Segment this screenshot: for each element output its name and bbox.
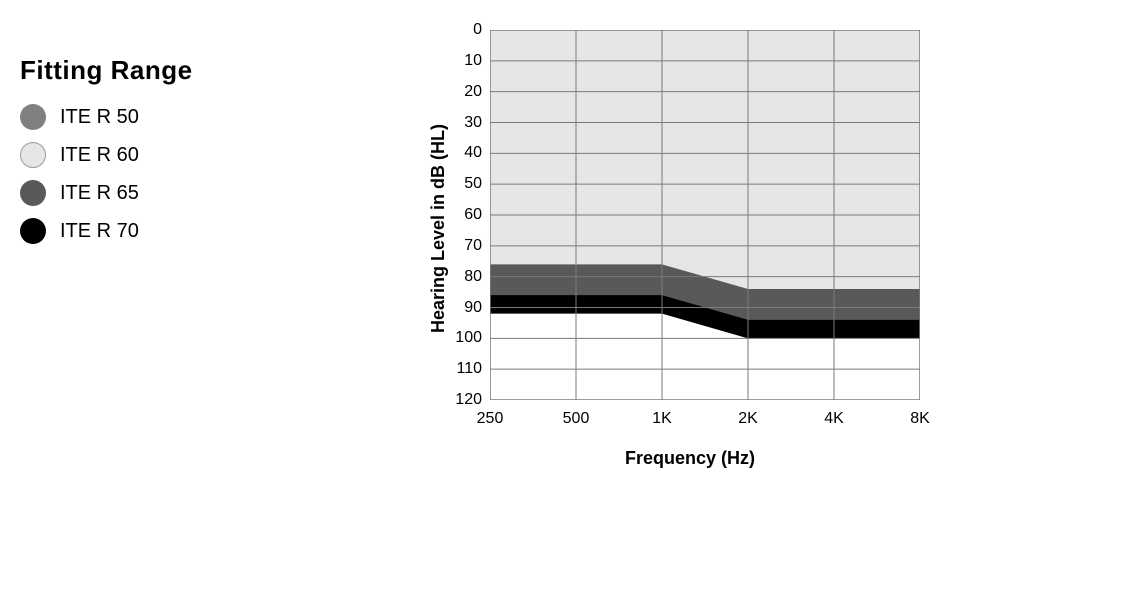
legend-item: ITE R 65 [20, 180, 193, 206]
y-tick-label: 90 [420, 299, 482, 317]
y-tick-label: 50 [420, 175, 482, 193]
x-tick-label: 4K [804, 410, 864, 428]
legend-items: ITE R 50 ITE R 60 ITE R 65 ITE R 70 [20, 104, 193, 244]
legend-swatch-icon [20, 180, 46, 206]
x-tick-label: 2K [718, 410, 778, 428]
y-tick-label: 20 [420, 83, 482, 101]
y-tick-label: 80 [420, 268, 482, 286]
y-tick-label: 10 [420, 52, 482, 70]
legend-item: ITE R 60 [20, 142, 193, 168]
series-area [490, 30, 920, 289]
y-tick-label: 100 [420, 329, 482, 347]
y-tick-label: 110 [420, 360, 482, 378]
legend: Fitting Range ITE R 50ITE R 60ITE R 65IT… [20, 55, 193, 256]
x-tick-label: 1K [632, 410, 692, 428]
x-tick-label: 8K [890, 410, 950, 428]
legend-item-label: ITE R 65 [60, 182, 139, 205]
y-tick-label: 40 [420, 144, 482, 162]
legend-title: Fitting Range [20, 55, 193, 86]
y-tick-label: 0 [420, 21, 482, 39]
legend-item: ITE R 70 [20, 218, 193, 244]
legend-swatch-icon [20, 218, 46, 244]
legend-item-label: ITE R 70 [60, 220, 139, 243]
legend-item-label: ITE R 60 [60, 144, 139, 167]
plot-area [490, 30, 920, 400]
legend-swatch-icon [20, 142, 46, 168]
y-tick-label: 70 [420, 237, 482, 255]
x-tick-label: 500 [546, 410, 606, 428]
legend-swatch-icon [20, 104, 46, 130]
legend-item-label: ITE R 50 [60, 106, 139, 129]
x-tick-label: 250 [460, 410, 520, 428]
y-tick-label: 30 [420, 114, 482, 132]
legend-item: ITE R 50 [20, 104, 193, 130]
x-axis-label: Frequency (Hz) [625, 448, 755, 469]
y-tick-label: 60 [420, 206, 482, 224]
y-tick-label: 120 [420, 391, 482, 409]
